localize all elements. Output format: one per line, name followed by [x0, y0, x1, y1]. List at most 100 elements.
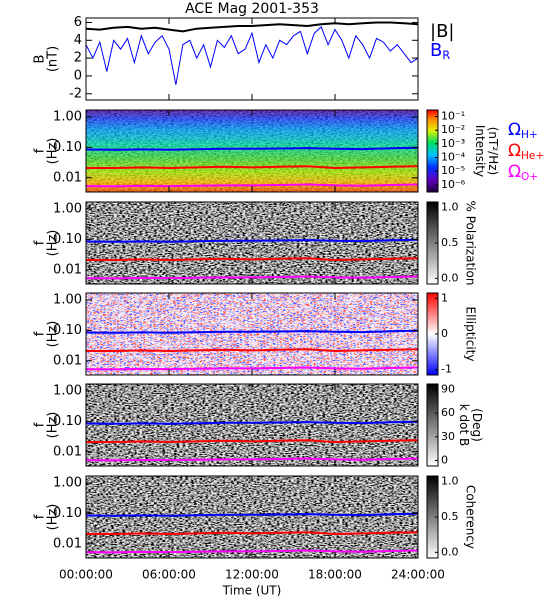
series-line [86, 257, 418, 262]
y-axis-label: f [33, 422, 48, 427]
y-tick-label: 0.01 [53, 536, 82, 551]
y-tick-label: 0.10 [53, 323, 82, 338]
legend-name: Ω [508, 120, 521, 140]
series-line [86, 165, 418, 170]
plot-area [86, 202, 418, 284]
colorbar-tick-label: 30 [441, 430, 455, 443]
y-tick-label: 0.10 [53, 414, 82, 429]
x-tick-label: 00:00:00 [59, 568, 113, 582]
y-axis-label: (nT) [46, 46, 61, 72]
y-tick-label: 0.01 [53, 170, 82, 185]
y-tick-label: 0.01 [53, 262, 82, 277]
y-tick-label: 0.10 [53, 506, 82, 521]
series-line [86, 183, 418, 188]
legend-label: ΩH+ [508, 120, 538, 141]
colorbar-tick-label: 0.0 [441, 545, 459, 558]
spectrogram-background [86, 293, 418, 375]
series-line [86, 146, 418, 151]
x-tick-label: 18:00:00 [308, 568, 362, 582]
colorbar-tick-label: 10⁻² [441, 123, 465, 136]
colorbar-tick-label: 10⁻¹ [441, 110, 465, 123]
y-tick-label: 0.10 [53, 232, 82, 247]
x-tick-label: 12:00:00 [225, 568, 279, 582]
x-axis-label: Time (UT) [222, 584, 282, 598]
y-tick-label: -2 [69, 86, 82, 101]
colorbar-tick-label: 10⁻³ [441, 137, 465, 150]
legend-name: Ω [508, 162, 521, 182]
series-line [86, 26, 418, 85]
series-line [86, 348, 418, 353]
colorbar-tick-label: 0.0 [441, 271, 459, 284]
colorbar-tick-label: 10⁻⁶ [441, 178, 466, 191]
legend-name: |B| [430, 21, 454, 42]
series-line [86, 238, 418, 243]
y-axis-label: (Hz) [46, 138, 61, 165]
y-tick-label: 0.10 [53, 140, 82, 155]
plot-area [86, 384, 418, 466]
colorbar-tick-label: 10⁻⁵ [441, 164, 465, 177]
colorbar-tick-label: 60 [441, 406, 455, 419]
y-tick-label: 0.01 [53, 444, 82, 459]
legend-label: |B| [430, 21, 454, 42]
legend-subscript: H+ [521, 129, 538, 141]
spectrogram-background [86, 202, 418, 284]
series-line [86, 420, 418, 425]
y-axis-label: f [33, 148, 48, 153]
series-line [86, 366, 418, 371]
series-line [86, 512, 418, 517]
legend-name: Ω [508, 141, 521, 161]
y-axis-label: (Hz) [46, 230, 61, 257]
plot-area [86, 476, 418, 558]
series-line [86, 439, 418, 444]
series-line [86, 275, 418, 280]
legend-label: BR [430, 40, 450, 62]
y-tick-label: 1.00 [53, 384, 82, 399]
legend-name: B [430, 40, 442, 61]
y-axis-label: f [33, 240, 48, 245]
colorbar-label: (nT²/Hz) [486, 127, 500, 175]
y-tick-label: 1.00 [53, 202, 82, 217]
spectrogram-texture [86, 110, 418, 192]
colorbar-tick-label: 90 [441, 383, 455, 396]
series-line [86, 549, 418, 554]
colorbar-tick-label: 10⁻⁴ [441, 151, 466, 164]
series-line [86, 329, 418, 334]
legend-label: ΩHe+ [508, 141, 544, 162]
colorbar [426, 109, 439, 193]
y-axis-label: (Hz) [46, 412, 61, 439]
x-tick-label: 06:00:00 [142, 568, 196, 582]
colorbar-label: % Polarization [464, 201, 478, 286]
colorbar-label: Coherency [464, 485, 478, 549]
y-axis-label: (Hz) [46, 321, 61, 348]
legend-subscript: O+ [521, 171, 538, 183]
y-tick-label: 0.01 [53, 353, 82, 368]
y-tick-label: 6 [74, 15, 82, 30]
plot-area [86, 293, 418, 375]
spectrogram-background [86, 476, 418, 558]
colorbar [426, 383, 439, 467]
plot-area [86, 21, 418, 85]
spectrogram-background [86, 384, 418, 466]
colorbar-tick-label: 1.0 [441, 475, 459, 488]
colorbar-tick-label: 1.0 [441, 201, 459, 214]
colorbar-tick-label: 0 [441, 453, 448, 466]
colorbar-label: k dot B [457, 404, 471, 446]
colorbar-tick-label: -1 [441, 363, 452, 376]
y-axis-label: (Hz) [46, 504, 61, 531]
y-tick-label: 1.00 [53, 110, 82, 125]
series-line [86, 21, 418, 33]
plot-area [86, 110, 418, 192]
y-tick-label: 0 [74, 68, 82, 83]
chart-title: ACE Mag 2001-353 [185, 1, 319, 17]
legend-subscript: R [442, 49, 450, 62]
y-axis-label: B [33, 55, 48, 64]
y-axis-label: f [33, 331, 48, 336]
colorbar-label: (Deg) [470, 408, 484, 442]
colorbar-tick-label: 1 [441, 291, 448, 304]
colorbar-tick-label: 0.5 [441, 236, 459, 249]
x-tick-label: 24:00:00 [391, 568, 445, 582]
legend-subscript: He+ [521, 150, 544, 162]
y-tick-label: 1.00 [53, 293, 82, 308]
colorbar-label: Intensity [473, 125, 487, 177]
